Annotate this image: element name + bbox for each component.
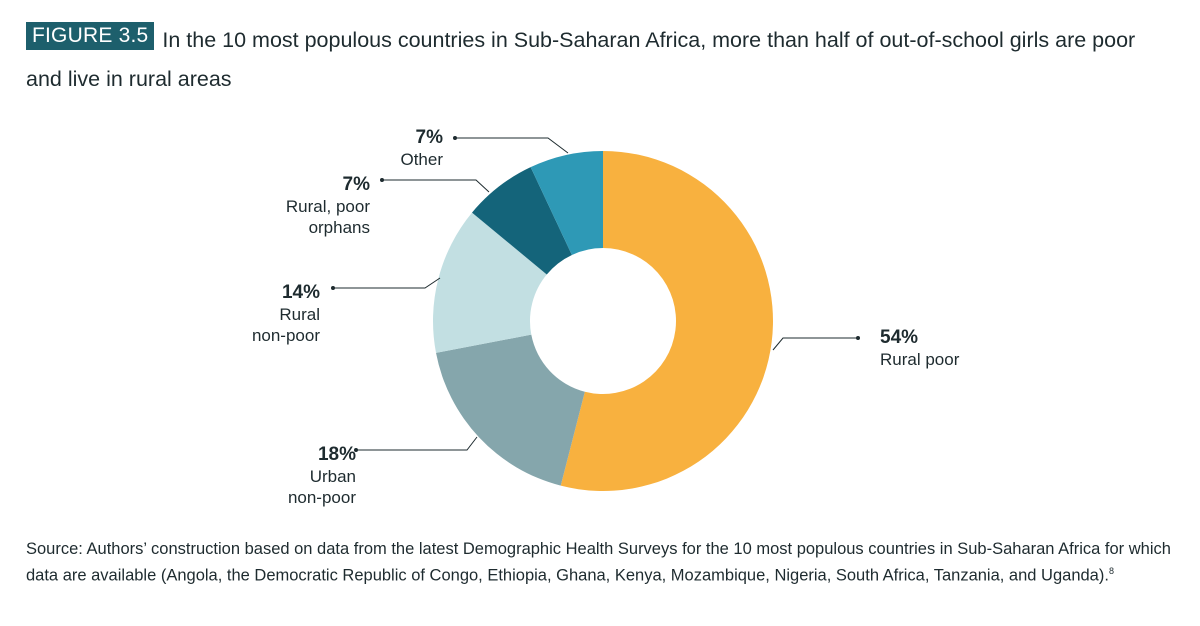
slice-rural-poor xyxy=(560,151,773,491)
source-note: Source: Authors’ construction based on d… xyxy=(26,538,1176,587)
chart-slices xyxy=(432,151,773,491)
leader-line-rural-poor xyxy=(772,337,858,351)
data-label-category: Rural poor xyxy=(880,350,960,369)
slice-rural-non-poor xyxy=(432,212,547,353)
data-label-category: Other xyxy=(400,150,443,169)
data-label-category: Urban xyxy=(310,467,356,486)
leader-line-urban-non-poor xyxy=(356,436,478,451)
data-label-category: Rural xyxy=(279,305,320,324)
leader-dot xyxy=(380,178,384,182)
leader-line-other xyxy=(455,137,569,154)
leader-line-rural-poor-orphans xyxy=(382,179,490,193)
source-text: Source: Authors’ construction based on d… xyxy=(26,540,1171,585)
data-label-percent: 54% xyxy=(880,327,918,348)
data-label-category: orphans xyxy=(309,218,370,237)
chart-labels: 54% Rural poor 18% Urban non-poor 14% Rural non… xyxy=(252,127,960,507)
data-label-category: Rural, poor xyxy=(286,197,370,216)
leader-dot xyxy=(856,336,860,340)
figure-header: FIGURE 3.5 In the 10 most populous countr… xyxy=(26,22,1176,100)
data-label-percent: 18% xyxy=(318,444,356,465)
leader-line-rural-non-poor xyxy=(333,277,441,289)
slice-other xyxy=(530,151,603,255)
source-footnote: 8 xyxy=(1108,566,1114,576)
slice-rural-poor-orphans xyxy=(472,167,572,275)
chart-leader-lines xyxy=(331,136,860,452)
data-label-percent: 7% xyxy=(416,127,444,148)
leader-dot xyxy=(331,286,335,290)
data-label-percent: 7% xyxy=(343,174,371,195)
leader-dot xyxy=(354,448,358,452)
slice-urban-non-poor xyxy=(436,334,585,486)
data-label-category: non-poor xyxy=(288,488,356,507)
data-label-percent: 14% xyxy=(282,282,320,303)
figure-tag: FIGURE 3.5 xyxy=(26,22,155,50)
figure-title: In the 10 most populous countries in Sub… xyxy=(26,28,1136,91)
data-label-category: non-poor xyxy=(252,326,320,345)
leader-dot xyxy=(453,136,457,140)
